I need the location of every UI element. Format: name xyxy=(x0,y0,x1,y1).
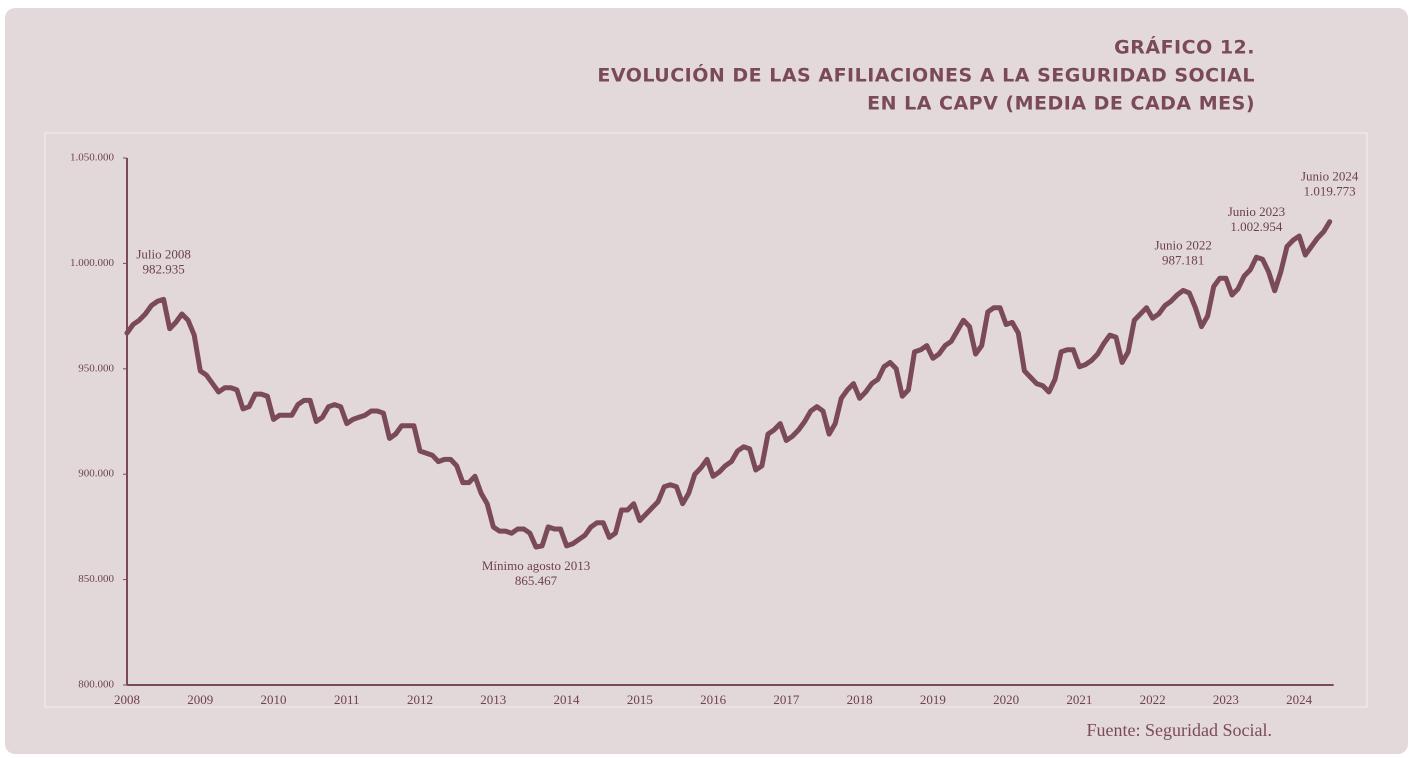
x-tick-label: 2011 xyxy=(334,692,360,707)
x-tick-label: 2012 xyxy=(407,692,433,707)
x-tick-label: 2008 xyxy=(114,692,140,707)
x-tick-label: 2022 xyxy=(1140,692,1166,707)
series-line xyxy=(124,219,1333,550)
chart-title: EVOLUCIÓN DE LAS AFILIACIONES A LA SEGUR… xyxy=(597,63,1255,87)
x-tick-label: 2017 xyxy=(773,692,800,707)
x-tick-label: 2015 xyxy=(627,692,653,707)
x-tick-label: 2013 xyxy=(480,692,506,707)
annotation-label: Mínimo agosto 2013 xyxy=(482,558,590,573)
annotation-value: 865.467 xyxy=(515,573,558,588)
annotation-label: Junio 2022 xyxy=(1154,237,1211,252)
chart-kicker: GRÁFICO 12. xyxy=(1114,36,1255,59)
y-tick-label: 1.000.000 xyxy=(70,257,115,269)
annotation-label: Julio 2008 xyxy=(136,246,191,261)
y-tick-label: 900.000 xyxy=(78,468,114,480)
y-tick-label: 850.000 xyxy=(78,573,114,585)
x-tick-label: 2024 xyxy=(1286,692,1313,707)
x-tick-label: 2010 xyxy=(261,692,287,707)
y-tick-label: 800.000 xyxy=(78,679,114,691)
x-tick-label: 2014 xyxy=(554,692,581,707)
annotation-value: 1.002.954 xyxy=(1230,219,1283,234)
source: Fuente: Seguridad Social. xyxy=(1087,720,1272,740)
y-tick-label: 950.000 xyxy=(78,362,114,374)
annotation-label: Junio 2023 xyxy=(1228,204,1285,219)
annotation-value: 982.935 xyxy=(143,261,185,276)
annotation-label: Junio 2024 xyxy=(1301,169,1359,184)
annotation-value: 1.019.773 xyxy=(1304,184,1356,199)
x-tick-label: 2018 xyxy=(847,692,873,707)
x-tick-label: 2021 xyxy=(1066,692,1092,707)
x-tick-label: 2009 xyxy=(187,692,213,707)
plot-panel xyxy=(44,132,1368,708)
annotation-value: 987.181 xyxy=(1162,252,1204,267)
chart-title: EN LA CAPV (MEDIA DE CADA MES) xyxy=(867,93,1255,115)
x-tick-label: 2016 xyxy=(700,692,727,707)
x-tick-label: 2023 xyxy=(1213,692,1239,707)
y-tick-label: 1.050.000 xyxy=(70,152,115,164)
x-tick-label: 2019 xyxy=(920,692,946,707)
x-tick-label: 2020 xyxy=(993,692,1019,707)
